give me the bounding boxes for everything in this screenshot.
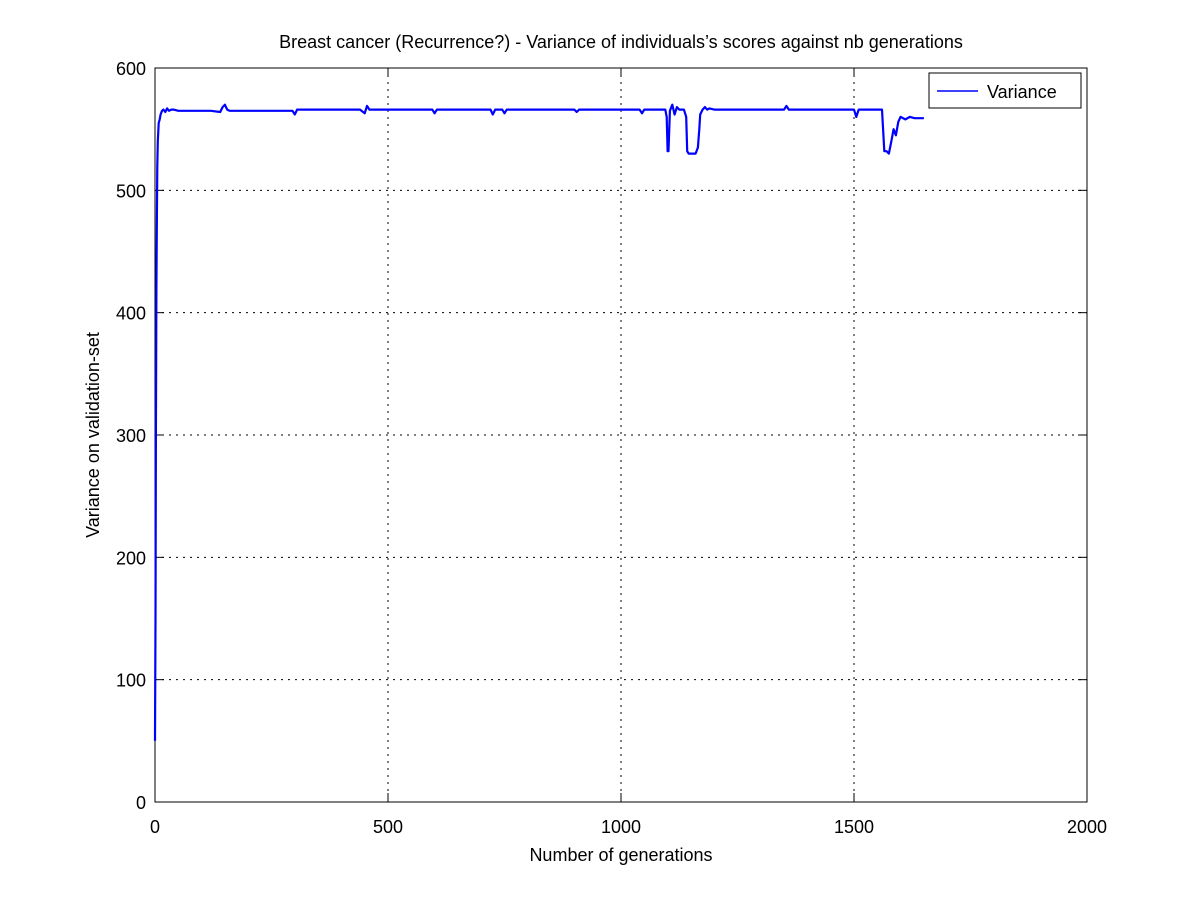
x-tick-label: 0 (150, 817, 160, 837)
y-tick-label: 100 (116, 671, 146, 691)
chart-title: Breast cancer (Recurrence?) - Variance o… (279, 32, 963, 52)
x-tick-label: 1500 (834, 817, 874, 837)
x-tick-label: 500 (373, 817, 403, 837)
grid (155, 68, 1087, 802)
axis-ticks (154, 67, 1088, 803)
legend: Variance (928, 72, 1082, 109)
y-tick-label: 600 (116, 59, 146, 79)
x-tick-label: 2000 (1067, 817, 1107, 837)
y-tick-label: 0 (136, 793, 146, 813)
x-axis-label: Number of generations (529, 845, 712, 865)
series-line-variance (153, 103, 924, 741)
x-tick-labels: 0 500 1000 1500 2000 (150, 817, 1107, 837)
y-tick-label: 200 (116, 548, 146, 568)
legend-label-variance: Variance (987, 82, 1057, 102)
y-tick-labels: 0 100 200 300 400 500 600 (116, 59, 146, 813)
y-tick-label: 300 (116, 426, 146, 446)
y-tick-label: 500 (116, 181, 146, 201)
y-tick-label: 400 (116, 304, 146, 324)
y-axis-label: Variance on validation-set (83, 332, 103, 538)
x-tick-label: 1000 (601, 817, 641, 837)
series-layer (153, 103, 924, 741)
